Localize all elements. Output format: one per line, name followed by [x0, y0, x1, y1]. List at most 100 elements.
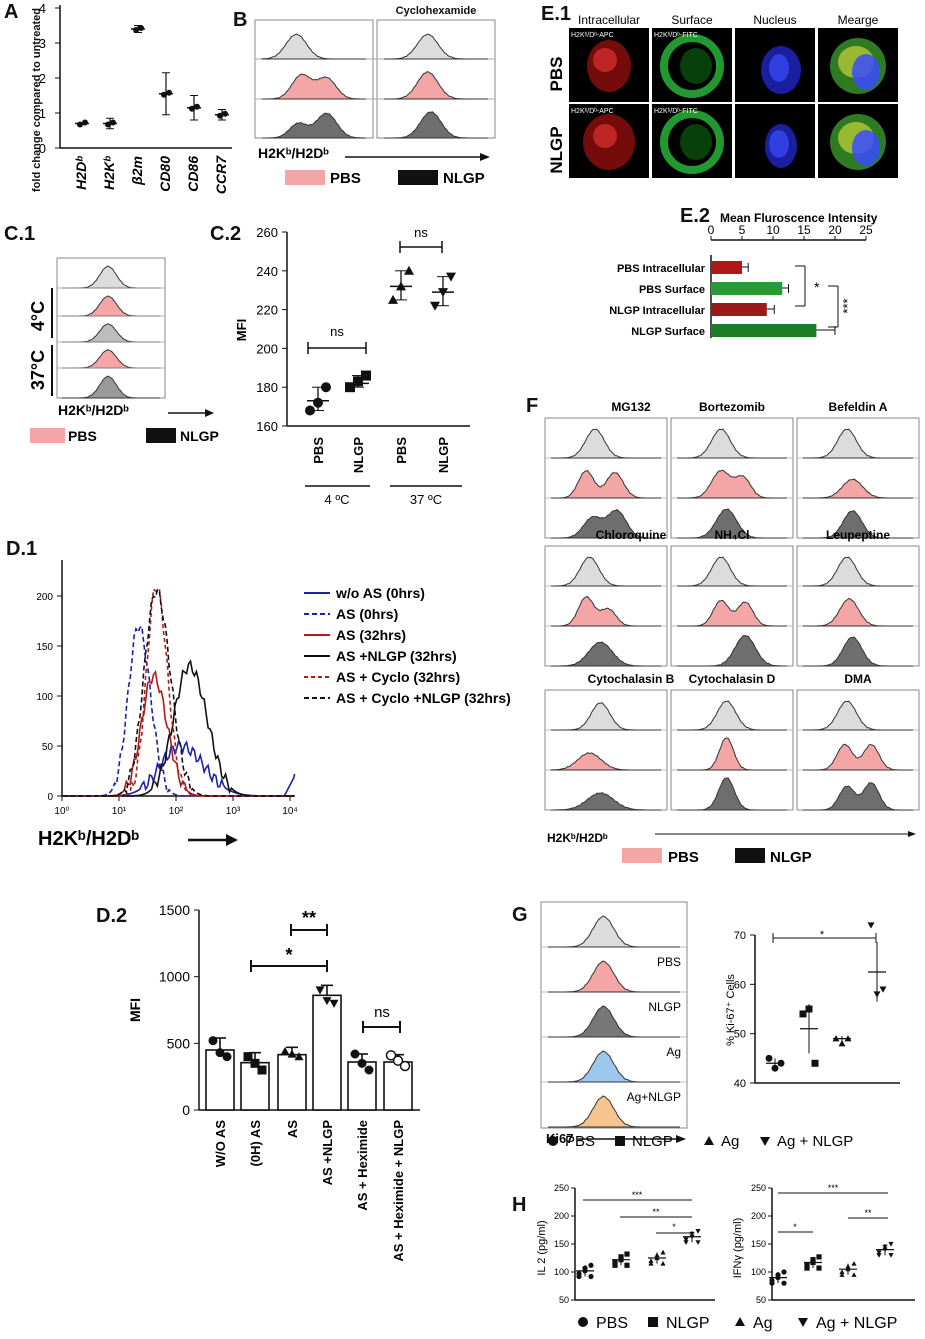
panel-g-point — [811, 1059, 819, 1067]
panel-a-point — [189, 105, 195, 112]
panel-e1-row-label: PBS — [547, 57, 566, 92]
panel-f-hist — [551, 556, 661, 587]
panel-c2: C.2 MFI 160 180 200 220 240 260 PBS NLGP PBS NLG… — [210, 223, 470, 507]
panel-g-legend-marker — [548, 1136, 558, 1146]
panel-c1-hist — [62, 375, 160, 399]
panel-h-point — [612, 1262, 618, 1268]
panel-g-ytick-label: 60 — [734, 979, 746, 991]
panel-h-right-sig-3: ** — [864, 1208, 872, 1218]
panel-d2-label: D.2 — [96, 905, 127, 927]
panel-g-hist-label: NLGP — [648, 1000, 681, 1014]
panel-c2-point — [396, 281, 406, 291]
panel-a-label: A — [4, 1, 18, 23]
panel-f-title: MG132 — [611, 400, 651, 414]
panel-a-point — [217, 112, 223, 119]
panel-a-category: H2Dᵇ — [73, 156, 89, 190]
panel-e1-nucleus-stain — [769, 130, 789, 158]
panel-f-hist — [803, 510, 913, 539]
panel-a-point — [222, 110, 228, 117]
panel-h-legend-marker — [798, 1318, 808, 1327]
panel-e1-merge-stain — [852, 130, 880, 166]
panel-h-left-ylabel: IL 2 (pg/ml) — [536, 1220, 548, 1275]
panel-h-legend-text: Ag — [753, 1315, 773, 1332]
panel-f-hist — [551, 428, 661, 459]
panel-h-point — [576, 1271, 582, 1277]
panel-d1-xtick-label: 10³ — [226, 806, 241, 817]
panel-c2-label: C.2 — [210, 223, 241, 245]
panel-d1-xtick-label: 10⁴ — [282, 806, 297, 817]
panel-d2-category: AS +NLGP — [320, 1120, 335, 1186]
panel-c2-point — [345, 382, 355, 393]
panel-a-point — [82, 119, 88, 126]
panel-h-point — [851, 1272, 857, 1277]
panel-d2: D.2 MFI 0 500 1000 1500 W/O AS (0H) AS AS AS +… — [96, 902, 420, 1262]
panel-h-legend-marker — [578, 1317, 588, 1327]
panel-d2-point — [392, 1055, 404, 1066]
panel-g-ytick-label: 40 — [734, 1078, 746, 1090]
panel-a-point — [161, 91, 167, 98]
panel-d1-legend-text: AS (0hrs) — [336, 606, 398, 622]
panel-e2: E.2 Mean Fluroscence Intensity 0 5 10 15 20 2… — [609, 205, 878, 338]
panel-h-ytick-label: 50 — [756, 1295, 766, 1305]
panel-h-point — [845, 1266, 851, 1272]
panel-d2-ytick-label: 1000 — [159, 969, 190, 985]
panel-d1-ytick-label: 0 — [47, 792, 53, 803]
panel-a-point — [77, 121, 83, 128]
panel-h-label: H — [512, 1194, 526, 1216]
panel-e1-nucleus-stain — [769, 54, 789, 82]
panel-h-ytick-label: 150 — [554, 1239, 569, 1249]
panel-g-point — [844, 1035, 852, 1042]
panel-e1-cell-tag: H2Kᵇ/Dᵇ-APC — [571, 108, 614, 115]
panel-d2-sig-2: * — [285, 945, 292, 965]
panel-g-hist-label: Ag+NLGP — [627, 1090, 681, 1104]
panel-h-right-sig-2: * — [793, 1222, 797, 1232]
panel-d2-point — [364, 1065, 374, 1075]
panel-e1-surface-stain — [680, 124, 712, 160]
panel-g-point — [867, 922, 875, 929]
panel-h-point — [882, 1244, 888, 1250]
panel-f-hist — [551, 792, 661, 811]
panel-e1-column-titles: Intracellular Surface Nucleus Mearge — [578, 13, 879, 27]
panel-f-legend-nlgp: NLGP — [770, 849, 812, 866]
panel-h-ytick-label: 250 — [751, 1183, 766, 1193]
panel-f-legend-nlgp-swatch — [735, 848, 765, 863]
panel-d2-point — [222, 1052, 232, 1062]
panel-c2-ytick-label: 220 — [256, 303, 278, 318]
panel-d1-xticks: 10⁰ 10¹ 10² 10³ 10⁴ — [54, 796, 298, 817]
panel-g-point — [765, 1054, 773, 1062]
panel-g-label: G — [512, 904, 528, 926]
panel-c2-category: NLGP — [436, 437, 451, 473]
panel-f-hist — [803, 597, 913, 627]
panel-f-title: Leupeptine — [826, 528, 890, 542]
panel-b-xlabel: H2Kᵇ/H2Dᵇ — [258, 145, 329, 161]
panel-d2-sig: ** * ns — [250, 908, 401, 1033]
panel-d2-point — [357, 1058, 367, 1068]
panel-b-hist-right — [384, 111, 488, 139]
panel-d2-yticks: 0 500 1000 1500 — [159, 902, 199, 1118]
panel-h-point — [876, 1250, 882, 1255]
panel-c1-histograms — [57, 265, 165, 399]
panel-h-left-sig-1: *** — [632, 1190, 643, 1200]
panel-f-hist — [803, 428, 913, 459]
panel-e1-intracellular-stain — [593, 48, 617, 72]
panel-c1-legend-nlgp: NLGP — [180, 428, 219, 444]
panel-e2-sig-2: *** — [840, 298, 855, 313]
panel-d1: D.1 0 50 100 150 200 10⁰ 10¹ 10² 10³ 10⁴ H2Kᵇ/H2… — [6, 538, 511, 850]
panel-e2-category: PBS Intracellular — [617, 263, 706, 275]
panel-a-point — [105, 121, 111, 128]
panel-f-hist — [803, 636, 913, 667]
panel-c2-sig-37: ns — [399, 225, 443, 253]
panel-h-point — [660, 1261, 666, 1266]
panel-h-right-ylabel: IFNγ (pg/ml) — [732, 1218, 744, 1279]
panel-f-title: Bortezomib — [699, 400, 765, 414]
panel-e1-cell-tag: H2Kᵇ/Dᵇ-APC — [571, 32, 614, 39]
panel-d2-point — [243, 1052, 253, 1062]
panel-a: A fold change compared to untreated 0 1 2 3… — [4, 1, 232, 194]
panel-b-hist-right — [384, 71, 488, 100]
panel-g-point — [799, 1010, 807, 1018]
panel-h-point — [660, 1249, 666, 1255]
panel-e1-surface-stain — [660, 110, 724, 174]
panel-h-ytick-label: 150 — [751, 1239, 766, 1249]
panel-e2-sig-star: * — [795, 265, 820, 307]
